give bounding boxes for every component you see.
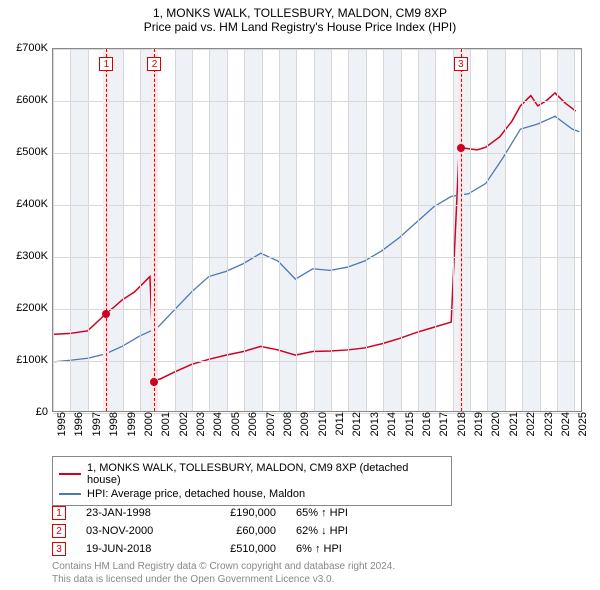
x-tick-label: 2017: [438, 412, 450, 448]
event-price: £60,000: [196, 525, 276, 537]
x-tick-label: 2019: [473, 412, 485, 448]
x-tick-label: 2004: [212, 412, 224, 448]
legend-swatch: [59, 473, 81, 475]
event-marker: 1: [52, 506, 66, 520]
event-date: 19-JUN-2018: [86, 543, 176, 555]
event-date: 03-NOV-2000: [86, 525, 176, 537]
x-tick-label: 2020: [490, 412, 502, 448]
event-marker: 3: [52, 542, 66, 556]
sale-dot: [150, 378, 158, 386]
legend-row: 1, MONKS WALK, TOLLESBURY, MALDON, CM9 8…: [59, 461, 445, 487]
x-tick-label: 2009: [299, 412, 311, 448]
chart-title: 1, MONKS WALK, TOLLESBURY, MALDON, CM9 8…: [0, 0, 600, 20]
x-tick-label: 1998: [108, 412, 120, 448]
event-row: 3 19-JUN-2018 £510,000 6% ↑ HPI: [52, 540, 386, 558]
y-tick-label: £300K: [2, 250, 48, 262]
x-tick-label: 1999: [126, 412, 138, 448]
x-tick-label: 1995: [56, 412, 68, 448]
event-delta: 65% ↑ HPI: [296, 507, 386, 519]
line-layer: [53, 49, 581, 411]
chart-marker: 2: [147, 57, 161, 71]
event-marker: 2: [52, 524, 66, 538]
y-tick-label: £400K: [2, 198, 48, 210]
x-tick-label: 2008: [282, 412, 294, 448]
x-tick-label: 1996: [73, 412, 85, 448]
x-tick-label: 2023: [543, 412, 555, 448]
x-tick-label: 2001: [160, 412, 172, 448]
y-tick-label: £200K: [2, 302, 48, 314]
footer-attribution: Contains HM Land Registry data © Crown c…: [52, 560, 395, 586]
footer-line: Contains HM Land Registry data © Crown c…: [52, 560, 395, 573]
legend-label: HPI: Average price, detached house, Mald…: [87, 488, 305, 500]
events-table: 1 23-JAN-1998 £190,000 65% ↑ HPI 2 03-NO…: [52, 504, 386, 558]
x-tick-label: 2013: [369, 412, 381, 448]
legend-swatch: [59, 493, 81, 495]
chart-marker: 1: [99, 57, 113, 71]
x-tick-label: 2003: [195, 412, 207, 448]
footer-line: This data is licensed under the Open Gov…: [52, 573, 395, 586]
event-delta: 62% ↓ HPI: [296, 525, 386, 537]
x-tick-label: 1997: [91, 412, 103, 448]
x-tick-label: 2002: [178, 412, 190, 448]
x-tick-label: 2016: [421, 412, 433, 448]
x-tick-label: 2012: [351, 412, 363, 448]
x-tick-label: 2014: [386, 412, 398, 448]
y-tick-label: £700K: [2, 42, 48, 54]
x-tick-label: 2021: [508, 412, 520, 448]
event-row: 1 23-JAN-1998 £190,000 65% ↑ HPI: [52, 504, 386, 522]
x-tick-label: 2007: [265, 412, 277, 448]
x-tick-label: 2000: [143, 412, 155, 448]
y-tick-label: £0: [2, 406, 48, 418]
x-tick-label: 2018: [456, 412, 468, 448]
legend: 1, MONKS WALK, TOLLESBURY, MALDON, CM9 8…: [52, 456, 452, 506]
event-date: 23-JAN-1998: [86, 507, 176, 519]
plot-area: 1 2 3: [52, 48, 582, 412]
event-price: £510,000: [196, 543, 276, 555]
chart-container: 1, MONKS WALK, TOLLESBURY, MALDON, CM9 8…: [0, 0, 600, 590]
y-tick-label: £500K: [2, 146, 48, 158]
x-tick-label: 2025: [577, 412, 589, 448]
x-tick-label: 2011: [334, 412, 346, 448]
sale-dot: [102, 310, 110, 318]
legend-row: HPI: Average price, detached house, Mald…: [59, 487, 445, 501]
x-tick-label: 2024: [560, 412, 572, 448]
x-tick-label: 2010: [317, 412, 329, 448]
x-tick-label: 2006: [247, 412, 259, 448]
chart-subtitle: Price paid vs. HM Land Registry's House …: [0, 20, 600, 38]
x-tick-label: 2005: [230, 412, 242, 448]
chart-marker: 3: [454, 57, 468, 71]
event-delta: 6% ↑ HPI: [296, 543, 386, 555]
y-tick-label: £600K: [2, 94, 48, 106]
event-row: 2 03-NOV-2000 £60,000 62% ↓ HPI: [52, 522, 386, 540]
x-tick-label: 2015: [404, 412, 416, 448]
y-tick-label: £100K: [2, 354, 48, 366]
sale-dot: [457, 144, 465, 152]
legend-label: 1, MONKS WALK, TOLLESBURY, MALDON, CM9 8…: [87, 462, 445, 486]
event-price: £190,000: [196, 507, 276, 519]
x-tick-label: 2022: [525, 412, 537, 448]
